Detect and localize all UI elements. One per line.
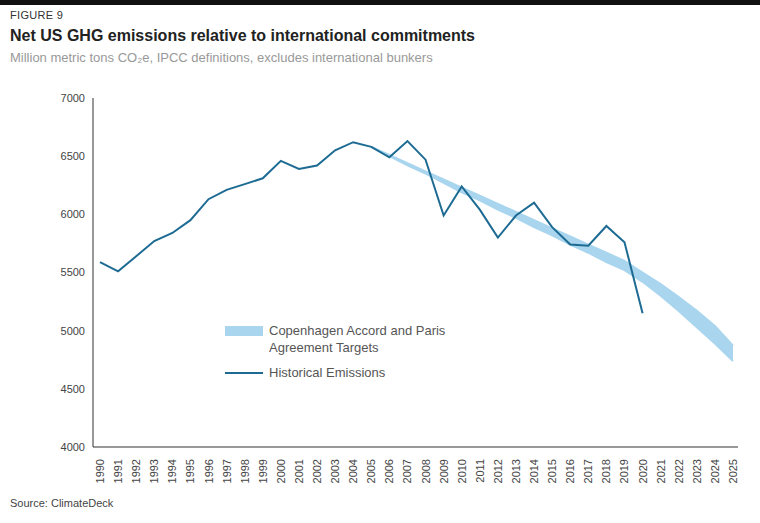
svg-text:2007: 2007 bbox=[401, 459, 413, 483]
svg-text:2022: 2022 bbox=[673, 459, 685, 483]
svg-text:2016: 2016 bbox=[564, 459, 576, 483]
svg-text:2005: 2005 bbox=[365, 459, 377, 483]
svg-text:2008: 2008 bbox=[420, 459, 432, 483]
svg-text:2001: 2001 bbox=[293, 459, 305, 483]
svg-text:2015: 2015 bbox=[546, 459, 558, 483]
svg-text:2009: 2009 bbox=[438, 459, 450, 483]
svg-text:2010: 2010 bbox=[456, 459, 468, 483]
svg-text:2023: 2023 bbox=[691, 459, 703, 483]
svg-text:2006: 2006 bbox=[383, 459, 395, 483]
svg-text:2013: 2013 bbox=[510, 459, 522, 483]
html-text:FIGURE 9: FIGURE 9 bbox=[10, 9, 64, 21]
svg-text:2019: 2019 bbox=[618, 459, 630, 483]
svg-text:1991: 1991 bbox=[112, 459, 124, 483]
svg-text:1993: 1993 bbox=[148, 459, 160, 483]
svg-text:7000: 7000 bbox=[61, 92, 85, 104]
svg-text:2021: 2021 bbox=[655, 459, 667, 483]
svg-text:2020: 2020 bbox=[637, 459, 649, 483]
svg-text:5000: 5000 bbox=[61, 325, 85, 337]
svg-text:2003: 2003 bbox=[329, 459, 341, 483]
svg-text:1994: 1994 bbox=[166, 459, 178, 483]
svg-text:4000: 4000 bbox=[61, 441, 85, 453]
svg-text:1999: 1999 bbox=[257, 459, 269, 483]
svg-text:5500: 5500 bbox=[61, 266, 85, 278]
html-text:Net US GHG emissions relative: Net US GHG emissions relative to interna… bbox=[10, 27, 475, 44]
svg-text:6000: 6000 bbox=[61, 208, 85, 220]
svg-text:2000: 2000 bbox=[275, 459, 287, 483]
svg-text:2002: 2002 bbox=[311, 459, 323, 483]
svg-text:2004: 2004 bbox=[347, 459, 359, 483]
svg-text:2012: 2012 bbox=[492, 459, 504, 483]
svg-text:2017: 2017 bbox=[582, 459, 594, 483]
svg-text:6500: 6500 bbox=[61, 150, 85, 162]
html-text:Historical Emissions: Historical Emissions bbox=[269, 365, 386, 380]
svg-text:2011: 2011 bbox=[474, 459, 486, 483]
svg-text:1997: 1997 bbox=[221, 459, 233, 483]
svg-text:2024: 2024 bbox=[709, 459, 721, 483]
svg-text:2018: 2018 bbox=[600, 459, 612, 483]
svg-text:4500: 4500 bbox=[61, 383, 85, 395]
svg-text:2014: 2014 bbox=[528, 459, 540, 483]
svg-text:1998: 1998 bbox=[239, 459, 251, 483]
svg-text:1995: 1995 bbox=[184, 459, 196, 483]
svg-text:1996: 1996 bbox=[203, 459, 215, 483]
html-text:Million metric tons CO₂e, IPCC: Million metric tons CO₂e, IPCC definitio… bbox=[10, 50, 433, 65]
html-text:Copenhagen Accord and Paris Ag: Copenhagen Accord and Paris Agreement Ta… bbox=[269, 323, 446, 355]
svg-text:2025: 2025 bbox=[727, 459, 739, 483]
svg-text:1992: 1992 bbox=[130, 459, 142, 483]
svg-text:1990: 1990 bbox=[94, 459, 106, 483]
html-text:Source: ClimateDeck: Source: ClimateDeck bbox=[10, 497, 114, 509]
